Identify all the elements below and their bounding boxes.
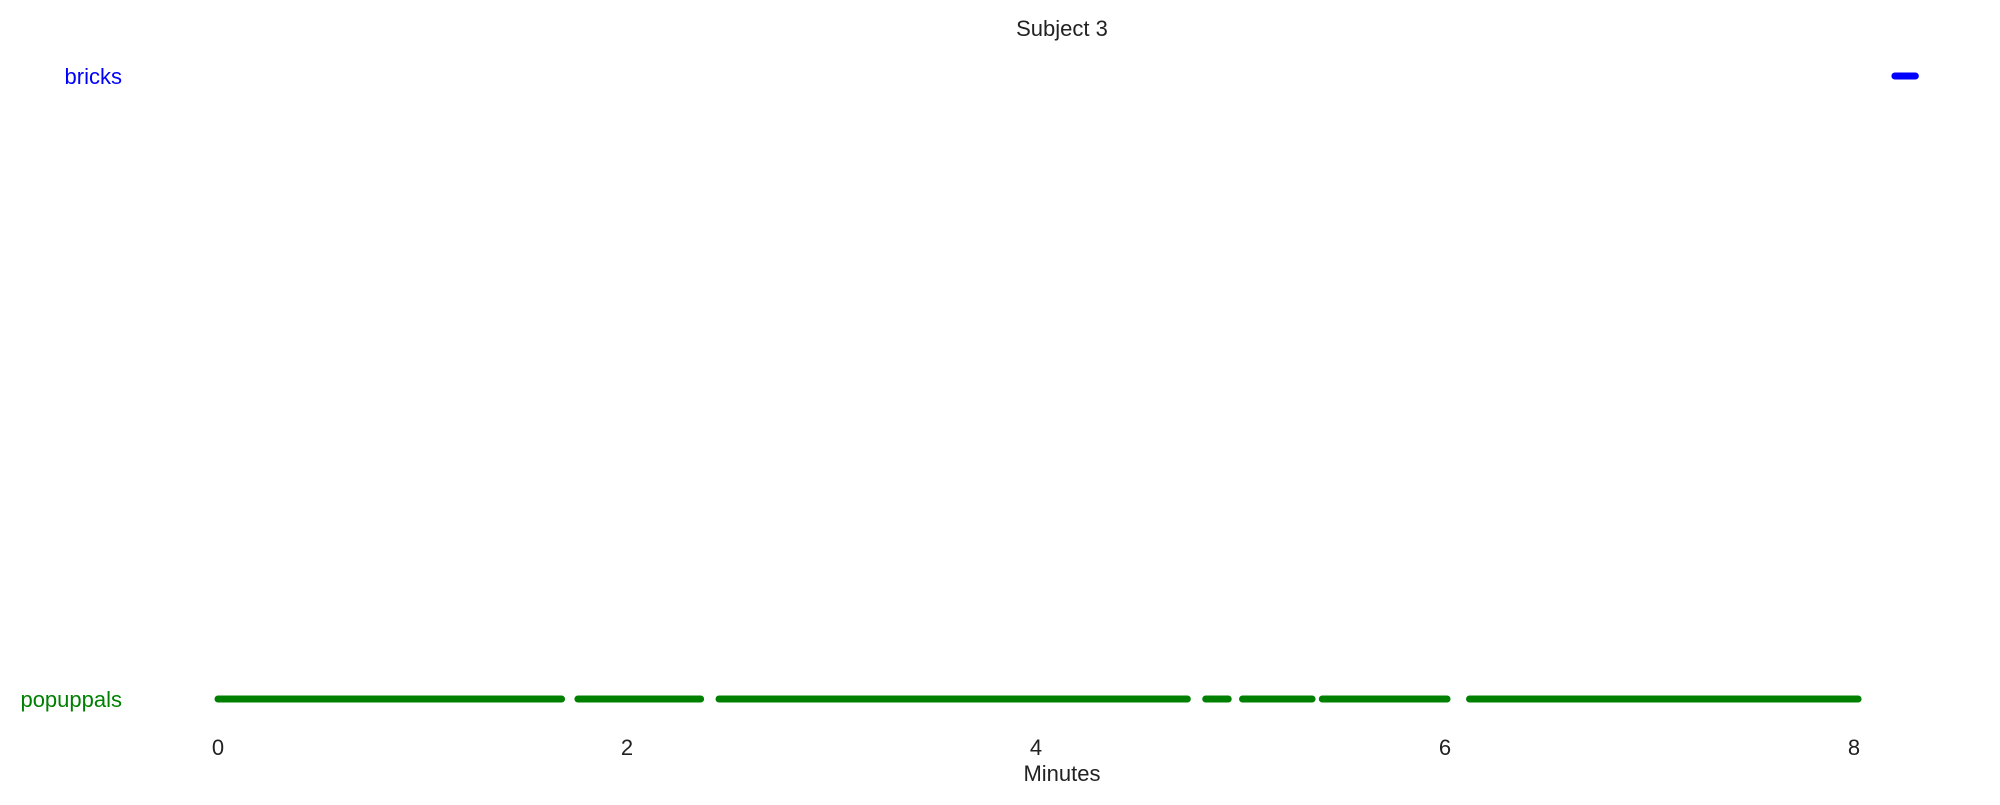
- x-tick-label: 8: [1848, 735, 1860, 760]
- chart-title: Subject 3: [1016, 16, 1108, 41]
- x-tick-label: 0: [212, 735, 224, 760]
- x-tick-label: 6: [1439, 735, 1451, 760]
- series-label-bricks: bricks: [65, 64, 122, 89]
- series-bars: [214, 72, 1919, 703]
- x-tick-label: 4: [1030, 735, 1042, 760]
- x-tick-label: 2: [621, 735, 633, 760]
- x-axis-label: Minutes: [1023, 761, 1100, 786]
- x-axis-ticks: 0 2 4 6 8: [212, 735, 1860, 760]
- series-label-popuppals: popuppals: [20, 687, 122, 712]
- series-labels: bricks popuppals: [20, 64, 122, 712]
